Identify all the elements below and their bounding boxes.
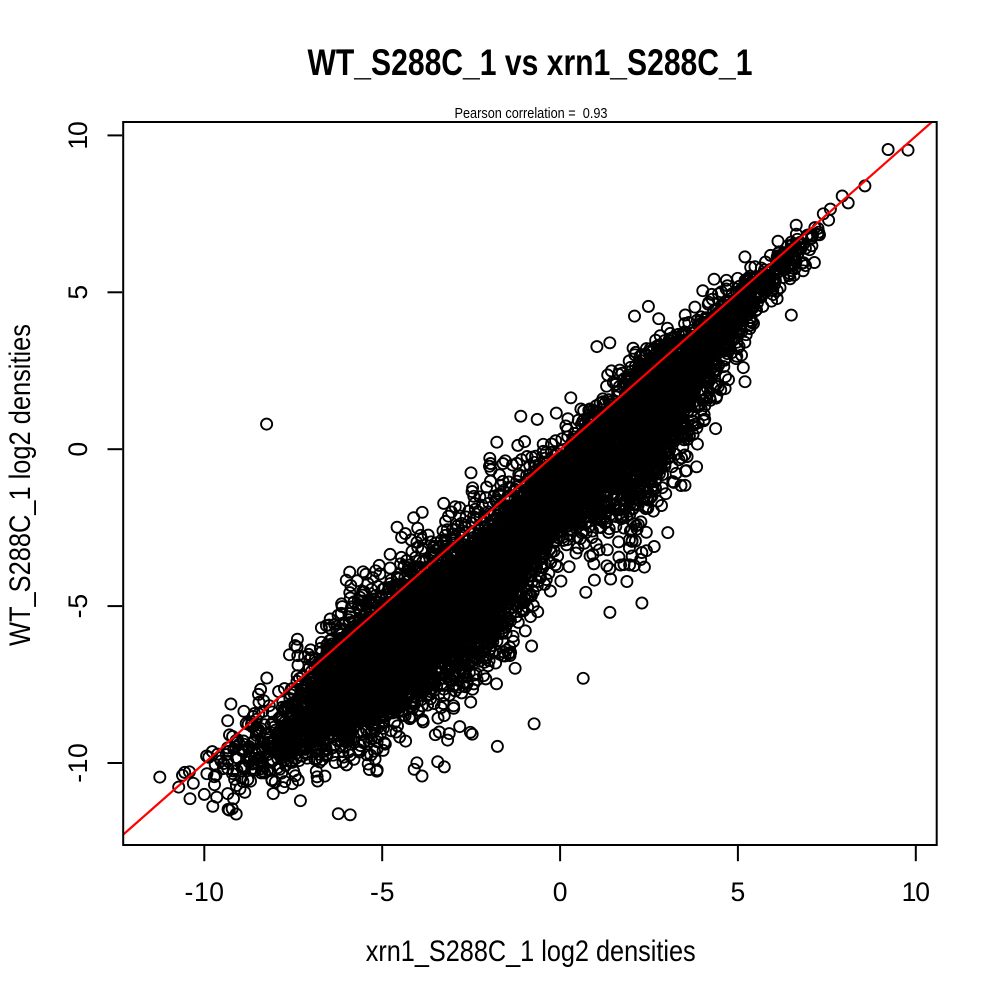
svg-text:0: 0 bbox=[553, 877, 568, 907]
svg-text:xrn1_S288C_1 log2 densities: xrn1_S288C_1 log2 densities bbox=[366, 935, 696, 968]
svg-text:-10: -10 bbox=[185, 877, 225, 907]
svg-text:10: 10 bbox=[63, 121, 93, 149]
svg-text:5: 5 bbox=[63, 285, 93, 300]
svg-text:10: 10 bbox=[902, 877, 930, 907]
svg-text:-5: -5 bbox=[370, 877, 395, 907]
svg-text:0: 0 bbox=[63, 442, 93, 457]
svg-text:-10: -10 bbox=[63, 743, 93, 783]
svg-text:5: 5 bbox=[731, 877, 746, 907]
svg-text:WT_S288C_1 vs xrn1_S288C_1: WT_S288C_1 vs xrn1_S288C_1 bbox=[308, 42, 753, 83]
svg-text:Pearson correlation = 0.93: Pearson correlation = 0.93 bbox=[455, 106, 608, 122]
svg-text:WT_S288C_1 log2 densities: WT_S288C_1 log2 densities bbox=[4, 324, 37, 646]
svg-text:-5: -5 bbox=[63, 594, 93, 619]
